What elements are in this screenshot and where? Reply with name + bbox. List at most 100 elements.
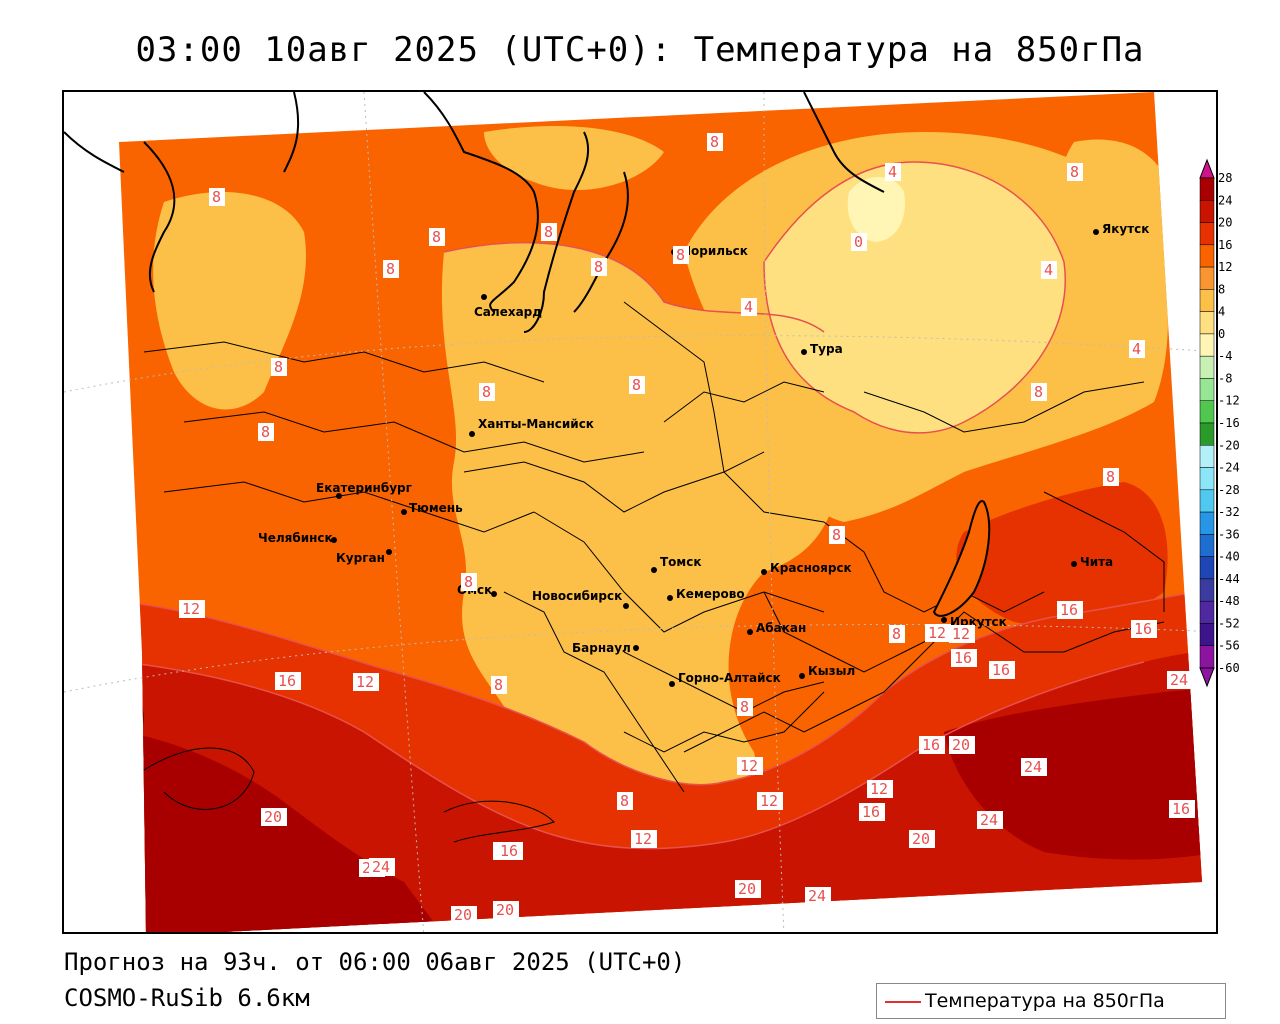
contour-label-bg: [949, 625, 975, 643]
contour-label-bg: [275, 672, 301, 690]
contour-label-bg: [1031, 383, 1047, 401]
city-dot: [941, 617, 947, 623]
colorbar-segment: [1199, 378, 1215, 401]
contour-label: 20: [496, 901, 514, 919]
colorbar-tick-label: -36: [1218, 527, 1240, 541]
contour-label: 24: [808, 887, 826, 905]
colorbar-tick-label: -32: [1218, 505, 1240, 519]
coastlines: [64, 92, 885, 333]
region-coldest: [847, 177, 905, 242]
contour-label: 8: [832, 526, 841, 544]
city-dot: [799, 673, 805, 679]
colorbar-tick-label: -48: [1218, 594, 1240, 608]
colorbar-tick-label: -52: [1218, 616, 1240, 630]
contour-label: 16: [862, 803, 880, 821]
contour-label-bg: [209, 188, 225, 206]
contour-label-bg: [1167, 671, 1193, 689]
colorbar-tick-label: -20: [1218, 438, 1240, 452]
map-canvas: Салехард Норильск Якутск Тура Ханты-Манс…: [64, 92, 1216, 932]
contour-label: 24: [1170, 671, 1188, 689]
city-label-tura: Тура: [810, 342, 843, 356]
colorbar-tick-label: -12: [1218, 394, 1240, 408]
contour-label-bg: [629, 376, 645, 394]
city-label-kyzyl: Кызыл: [808, 664, 855, 678]
contour-label: 8: [494, 676, 503, 694]
contour-label-bg: [859, 803, 885, 821]
contour-label: 8: [544, 223, 553, 241]
colorbar-tick-label: -4: [1218, 349, 1232, 363]
city-label-gorno-altaysk: Горно-Алтайск: [678, 671, 781, 685]
contour-label: 20: [912, 830, 930, 848]
contour-label: 8: [676, 246, 685, 264]
contour-label-bg: [805, 887, 831, 905]
contour-label: 16: [954, 649, 972, 667]
region-cold-tura: [764, 162, 1066, 433]
colorbar-segment: [1199, 645, 1215, 669]
contour-label-bg: [919, 736, 945, 754]
colorbar-segment: [1199, 244, 1215, 268]
city-label-tomsk: Томск: [660, 555, 702, 569]
contour-label: 8: [464, 573, 473, 591]
city-label-kurgan: Курган: [336, 551, 385, 565]
contour-label: 16: [922, 736, 940, 754]
colorbar-tick-label: -56: [1218, 639, 1240, 653]
legend-label: Температура на 850гПа: [925, 990, 1165, 1012]
colorbar-tick-label: 12: [1218, 260, 1232, 274]
contour-label: 8: [1106, 468, 1115, 486]
contour-label: 16: [1134, 620, 1152, 638]
city-label-yakutsk: Якутск: [1102, 222, 1149, 236]
contour-label-bg: [1057, 601, 1083, 619]
city-markers: Салехард Норильск Якутск Тура Ханты-Манс…: [258, 222, 1149, 687]
city-dot: [801, 349, 807, 355]
colorbar-segment: [1199, 578, 1215, 602]
colorbar-tick-label: 16: [1218, 238, 1232, 252]
region-hottest-southeast: [944, 687, 1202, 860]
contour-label: 24: [1024, 758, 1042, 776]
city-dot: [1071, 561, 1077, 567]
contour-label: 0: [854, 233, 863, 251]
contour-label-bg: [735, 880, 761, 898]
chart-title: 03:00 10авг 2025 (UTC+0): Температура на…: [135, 30, 1145, 70]
contour-label-bg: [757, 792, 783, 810]
contour-labels: 8888888888884084448888121216161616121612…: [179, 133, 1195, 924]
colorbar-segment: [1199, 422, 1215, 446]
colorbar-segment: [1199, 556, 1215, 580]
city-label-ekaterinburg: Екатеринбург: [316, 481, 412, 495]
contour-label: 12: [740, 757, 758, 775]
legend-line: [885, 1001, 921, 1003]
contour-label: 16: [1060, 601, 1078, 619]
contour-label: 8: [1070, 163, 1079, 181]
contour-label: 8: [620, 792, 629, 810]
contour-label: 8: [892, 625, 901, 643]
contour-label: 12: [928, 624, 946, 642]
contour-label-bg: [829, 526, 845, 544]
colorbar-top-arrow: [1199, 158, 1215, 179]
city-label-salekhard: Салехард: [474, 305, 542, 319]
contour-label-bg: [258, 423, 274, 441]
colorbar-segment: [1199, 600, 1215, 624]
contour-label-bg: [541, 223, 557, 241]
colorbar-tick-label: -8: [1218, 371, 1232, 385]
contour-label: 20: [952, 736, 970, 754]
isotherm: [123, 661, 1145, 850]
city-dot: [491, 591, 497, 597]
city-label-abakan: Абакан: [756, 621, 806, 635]
contour-label: 20: [454, 906, 472, 924]
colorbar-segment: [1199, 177, 1215, 201]
contour-label: 8: [274, 358, 283, 376]
contour-label-bg: [497, 842, 523, 860]
contour-label: 16: [992, 661, 1010, 679]
contour-label-bg: [949, 736, 975, 754]
contour-label-bg: [1131, 620, 1157, 638]
city-dot: [481, 294, 487, 300]
contour-label-bg: [383, 260, 399, 278]
city-label-kemerovo: Кемерово: [676, 587, 745, 601]
region-baikal-warm: [956, 482, 1168, 626]
colorbar-segment: [1199, 289, 1215, 312]
colorbar-tick-label: 8: [1218, 282, 1225, 296]
contour-label: 8: [212, 188, 221, 206]
contour-label-bg: [461, 573, 477, 591]
contour-label-bg: [1067, 163, 1083, 181]
contour-label-bg: [491, 676, 507, 694]
region-cool-yakutia: [1059, 139, 1174, 362]
